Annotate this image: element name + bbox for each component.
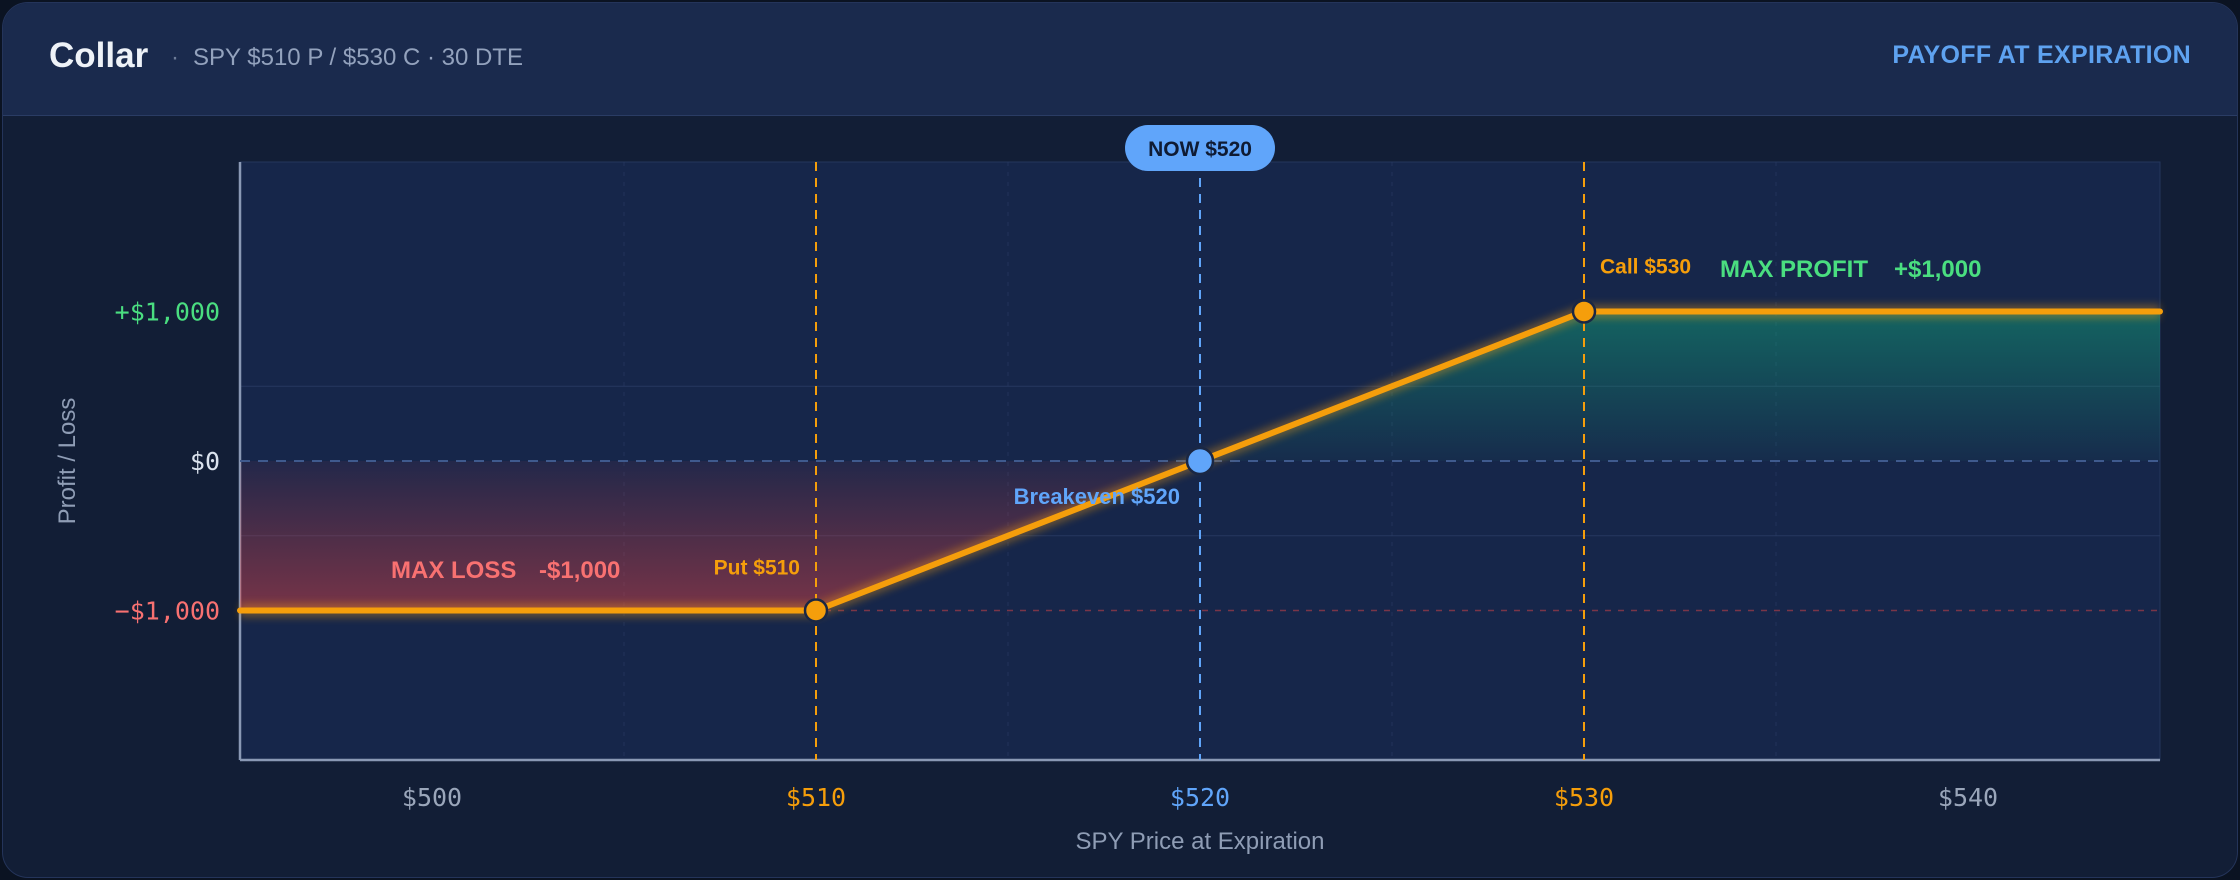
subtitle-separator: · [171, 44, 179, 71]
now-pill [1125, 125, 1275, 171]
strike-point [803, 598, 829, 623]
strategy-title: Collar [49, 36, 149, 75]
loss-area [240, 461, 1200, 611]
x-tick-label: $520 [1170, 783, 1230, 812]
y-tick-label: −$1,000 [115, 597, 220, 626]
strike-point [1571, 299, 1597, 324]
max-loss-value: -$1,000 [539, 557, 620, 584]
breakeven-label: Breakeven $520 [1014, 484, 1180, 509]
subtitle-text: SPY $510 P / $530 C · 30 DTE [193, 44, 523, 71]
payoff-badge: PAYOFF AT EXPIRATION [1892, 41, 2191, 69]
x-tick-label: $510 [786, 783, 846, 812]
max-profit-label: MAX PROFIT [1720, 256, 1868, 283]
call-strike-label: Call $530 [1600, 256, 1691, 279]
breakeven-point [1185, 446, 1215, 476]
strategy-subtitle: · SPY $510 P / $530 C · 30 DTE [171, 44, 523, 72]
y-tick-label: $0 [190, 447, 220, 476]
max-profit-value: +$1,000 [1894, 256, 1981, 283]
y-axis-title: Profit / Loss [54, 398, 81, 525]
x-axis-title: SPY Price at Expiration [1075, 828, 1324, 855]
y-tick-label: +$1,000 [115, 298, 220, 327]
put-strike-label: Put $510 [714, 557, 800, 580]
profit-area [1200, 311, 2160, 461]
card-header: Collar · SPY $510 P / $530 C · 30 DTE PAY… [3, 3, 2237, 116]
x-tick-label: $500 [402, 783, 462, 812]
x-tick-label: $530 [1554, 783, 1614, 812]
max-loss-label: MAX LOSS [391, 557, 516, 584]
now-label: NOW $520 [1148, 138, 1252, 161]
x-tick-label: $540 [1938, 783, 1998, 812]
